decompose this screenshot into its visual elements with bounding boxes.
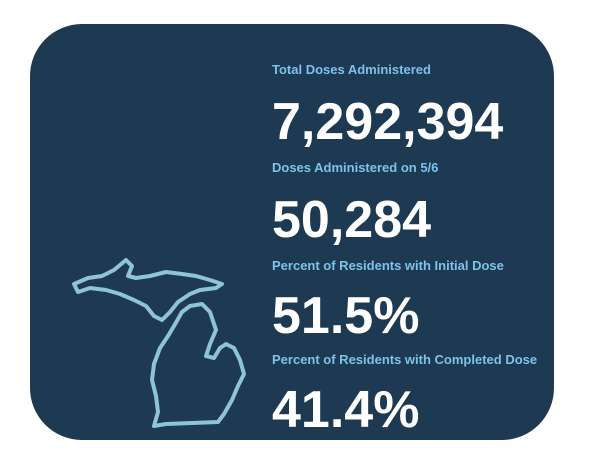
completed-dose-label: Percent of Residents with Completed Dose — [272, 352, 538, 367]
total-doses-label: Total Doses Administered — [272, 62, 431, 77]
completed-dose-value: 41.4% — [272, 381, 420, 439]
stats-card: Total Doses Administered 7,292,394 Doses… — [30, 24, 554, 440]
daily-doses-label: Doses Administered on 5/6 — [272, 160, 439, 175]
michigan-outline-icon — [72, 258, 246, 428]
total-doses-value: 7,292,394 — [272, 93, 504, 151]
initial-dose-value: 51.5% — [272, 287, 420, 345]
daily-doses-value: 50,284 — [272, 191, 432, 249]
initial-dose-label: Percent of Residents with Initial Dose — [272, 258, 504, 273]
